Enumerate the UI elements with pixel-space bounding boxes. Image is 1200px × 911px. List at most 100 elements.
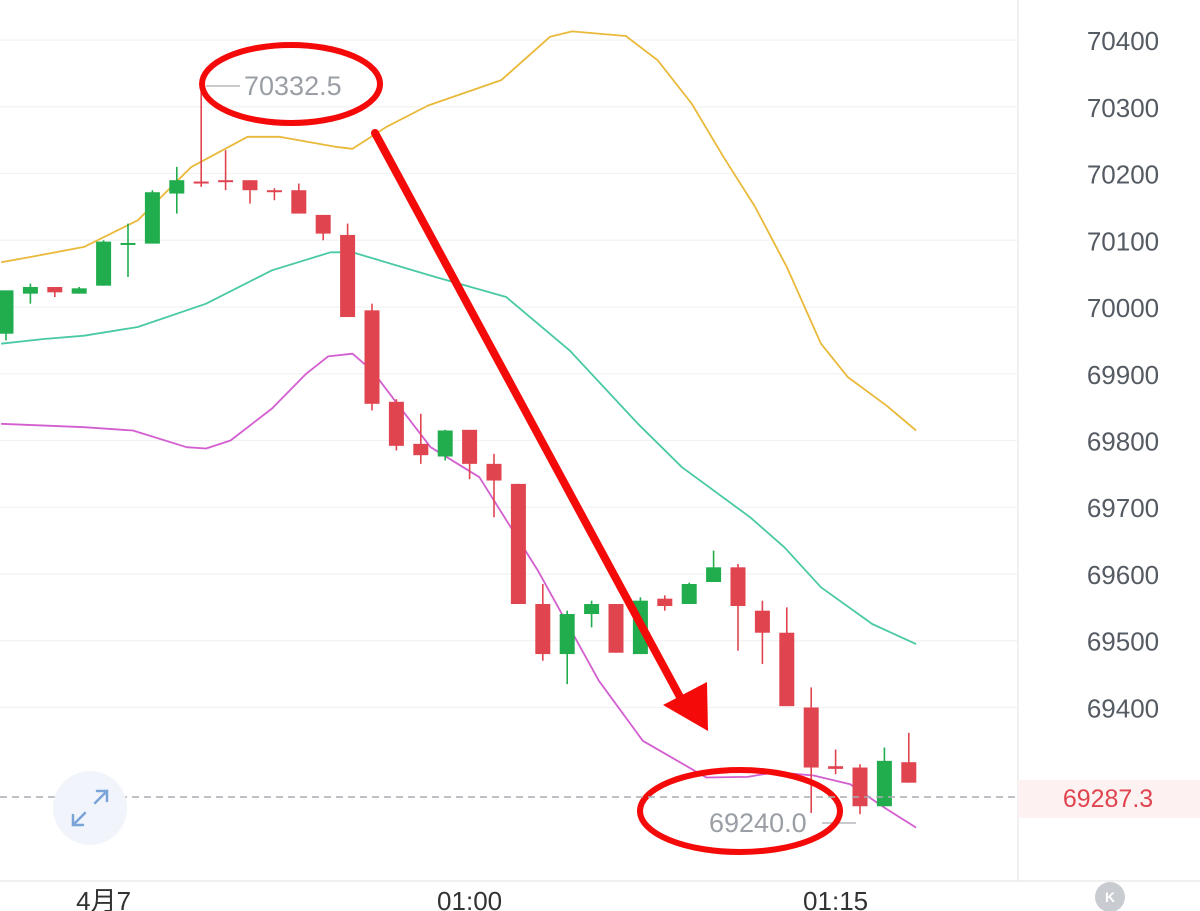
y-tick-label: 69600: [1087, 560, 1159, 590]
kline-badge-bg[interactable]: [1095, 882, 1125, 911]
candle: [486, 453, 502, 518]
candle: [218, 150, 234, 191]
candle: [901, 732, 917, 783]
trend-arrow-head: [663, 682, 708, 731]
candle: [340, 223, 356, 318]
candle-body: [584, 604, 600, 615]
y-tick-label: 70000: [1087, 293, 1159, 323]
expand-chart-button[interactable]: [53, 771, 127, 845]
candle: [779, 607, 795, 707]
x-axis-ticks: 4月7 01:00 01:15: [76, 886, 868, 911]
bollinger-bands: [0, 30, 917, 829]
candle-body: [901, 762, 917, 783]
candle-body: [510, 483, 526, 605]
candle: [71, 286, 87, 294]
candle-body: [828, 766, 844, 769]
y-tick-label: 70200: [1087, 160, 1159, 190]
candle: [315, 214, 331, 241]
candle-body: [754, 610, 770, 633]
candle-body: [388, 401, 404, 446]
kline-icon: K: [1105, 889, 1115, 905]
candle: [388, 399, 404, 451]
candle-body: [706, 567, 722, 582]
y-axis-ticks: 70400 70300 70200 70100 70000 69900 69800 69700…: [1087, 26, 1159, 723]
y-tick-label: 69700: [1087, 493, 1159, 523]
candle: [242, 180, 258, 204]
candle: [876, 747, 892, 807]
candle: [608, 604, 624, 653]
candle: [437, 429, 453, 461]
candle-body: [291, 190, 307, 214]
y-tick-label: 70400: [1087, 26, 1159, 56]
candle: [364, 303, 380, 411]
y-tick-label: 69400: [1087, 693, 1159, 723]
candle-body: [47, 286, 63, 293]
candle: [584, 600, 600, 628]
candle: [828, 749, 844, 775]
candle-body: [96, 241, 112, 286]
candle-body: [169, 180, 185, 194]
candle: [144, 190, 160, 244]
candle-body: [120, 242, 136, 245]
candle: [413, 413, 429, 464]
candle: [803, 687, 819, 813]
candle-body: [681, 583, 697, 605]
candle: [706, 550, 722, 582]
high-price-label: 70332.5: [244, 71, 342, 101]
last-price-marker: 69287.3: [0, 780, 1200, 818]
candle-body: [340, 234, 356, 318]
candle-body: [193, 181, 209, 184]
candles: [0, 85, 917, 815]
expand-icon: [71, 789, 109, 827]
candle: [22, 283, 38, 304]
candle: [852, 764, 868, 815]
x-tick-label: 01:00: [437, 886, 502, 911]
kline-badge[interactable]: K: [1095, 882, 1125, 911]
candle: [559, 610, 575, 685]
low-price-label: 69240.0: [709, 808, 807, 838]
candle-body: [876, 760, 892, 807]
candle: [169, 166, 185, 214]
candle: [681, 582, 697, 605]
y-tick-label: 70100: [1087, 226, 1159, 256]
y-tick-label: 70300: [1087, 93, 1159, 123]
candle-body: [22, 286, 38, 294]
candle-body: [803, 707, 819, 768]
candle: [510, 483, 526, 605]
lower-band-line: [1, 352, 917, 829]
candle-body: [242, 180, 258, 191]
candle: [266, 188, 282, 201]
candle-body: [144, 192, 160, 244]
candle: [754, 600, 770, 665]
candle: [0, 290, 14, 341]
candle: [193, 85, 209, 187]
last-price-tag-bg: [1018, 780, 1200, 818]
candle: [657, 595, 673, 611]
candle-body: [413, 443, 429, 456]
candle-body: [657, 598, 673, 607]
candle-body: [315, 214, 331, 234]
candle: [96, 240, 112, 286]
candle-body: [608, 604, 624, 653]
candle-body: [852, 767, 868, 807]
candle: [47, 286, 63, 298]
candle-body: [486, 463, 502, 481]
candle-body: [535, 604, 551, 655]
candle: [291, 183, 307, 214]
candle-body: [462, 429, 478, 464]
candle-body: [364, 310, 380, 404]
candle-body: [779, 632, 795, 707]
last-price-tag: 69287.3: [1063, 785, 1153, 813]
y-tick-label: 69900: [1087, 360, 1159, 390]
trend-arrow-shaft: [371, 129, 690, 712]
candle-body: [730, 567, 746, 607]
candle: [535, 583, 551, 661]
y-tick-label: 69500: [1087, 627, 1159, 657]
upper-band-line: [0, 30, 917, 432]
x-tick-label: 01:15: [803, 886, 868, 911]
candle-body: [266, 190, 282, 193]
expand-button-bg[interactable]: [53, 771, 127, 845]
